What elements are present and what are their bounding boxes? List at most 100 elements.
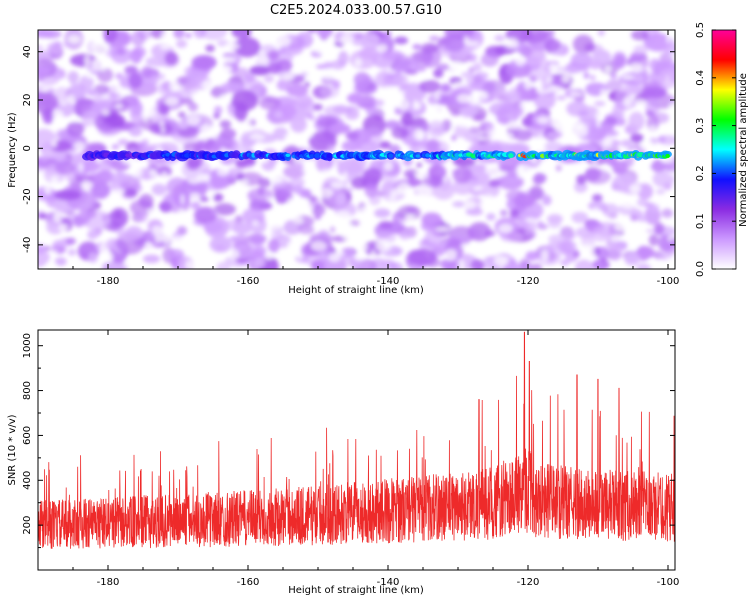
heatmap-cell [637,183,653,200]
heatmap-cell [167,248,185,261]
heatmap-cell [103,251,114,263]
heatmap-cell [445,260,461,269]
heatmap-cell [657,135,666,143]
heatmap-cell [560,259,570,267]
heatmap-cell [45,261,58,269]
colorbar: 0.0 0.1 0.2 0.3 0.4 0.5 Normalized spectral a… [695,22,749,277]
heatmap-cell [66,172,75,183]
heatmap-cell [487,114,497,122]
heatmap-cell [667,234,673,243]
heatmap-cell [164,96,180,106]
heatmap-cell [404,214,415,223]
heatmap-cell [559,185,571,194]
figure-title: C2E5.2024.033.00.57.G10 [270,3,442,18]
heatmap-cell [185,157,201,169]
heatmap-cell [345,80,355,88]
heatmap-cell [306,205,315,211]
heatmap-cell [75,175,95,183]
colorbar-tick-label: 0.0 [695,261,706,277]
heatmap-cell [219,54,224,63]
heatmap-cell [91,59,99,67]
heatmap-cell [329,45,338,58]
heatmap-cell [574,259,594,269]
heatmap-cell [403,169,420,179]
heatmap-cell [659,263,665,269]
heatmap-cell [201,134,209,142]
heatmap-cell [231,89,259,111]
heatmap-cell [444,214,450,225]
heatmap-cell [354,255,366,261]
heatmap-cell [390,262,403,269]
heatmap-cell [592,259,602,269]
heatmap-cell [584,168,611,185]
heatmap-cell [334,250,345,256]
heatmap-cell [259,96,282,110]
heatmap-cell [538,133,543,143]
heatmap-cell [572,250,580,258]
heatmap-cell [213,203,236,216]
snr-panel: -180 -160 -140 -120 -100 200 400 600 800 1000 Hei… [7,329,679,596]
heatmap-cell [310,240,327,251]
heatmap-cell [203,221,224,233]
heatmap-cell [633,44,648,56]
heatmap-cell [330,226,336,234]
heatmap-cell [69,116,82,123]
heatmap-cell [249,65,271,76]
heatmap-cell [212,209,219,215]
heatmap-cell [337,158,362,178]
heatmap-cell [418,79,441,93]
heatmap-cell [573,72,583,81]
heatmap-cell [114,210,122,220]
heatmap-cell [80,160,100,173]
heatmap-cell [180,177,208,200]
heatmap-cell [128,72,143,89]
heatmap-cell [304,81,311,87]
heatmap-cell [522,116,533,127]
heatmap-cell [422,75,429,80]
heatmap-cell [337,218,348,226]
y-tick-label: 200 [22,516,33,535]
heatmap-cell [434,244,445,258]
spectrogram-y-axis-label: Frequency (Hz) [7,112,18,188]
heatmap-cell [416,162,423,168]
heatmap-cell [199,196,210,203]
heatmap-cell [232,222,252,235]
heatmap-cell [375,230,397,244]
heatmap-cell [457,123,468,128]
heatmap-cell [611,160,628,175]
heatmap-cell [137,212,148,223]
heatmap-cell [51,118,66,124]
heatmap-cell [38,30,54,39]
signal-band-cell [224,153,230,158]
heatmap-cell [646,228,655,233]
heatmap-cell [128,95,140,107]
heatmap-cell [199,30,228,41]
heatmap-cell [69,82,81,87]
heatmap-cell [379,141,391,150]
heatmap-cell [79,75,94,90]
heatmap-cell [345,131,360,141]
heatmap-cell [525,217,536,222]
heatmap-cell [507,121,519,130]
heatmap-cell [587,200,607,211]
heatmap-cell [458,259,465,269]
heatmap-cell [151,183,167,196]
heatmap-cell [484,194,494,199]
heatmap-cell [610,72,617,79]
heatmap-cell [86,69,93,79]
heatmap-cell [510,87,516,94]
heatmap-cell [128,126,143,137]
y-tick-label: 400 [22,471,33,490]
heatmap-cell [392,90,406,95]
heatmap-cell [362,167,383,185]
heatmap-cell [549,228,561,234]
heatmap-cell [252,234,266,245]
heatmap-cell [241,207,265,225]
x-tick-label: -140 [377,276,400,287]
heatmap-cell [515,55,526,67]
heatmap-cell [177,111,186,119]
heatmap-cell [190,93,205,100]
heatmap-cell [256,55,270,66]
heatmap-cell [440,205,447,210]
heatmap-cell [527,57,548,66]
